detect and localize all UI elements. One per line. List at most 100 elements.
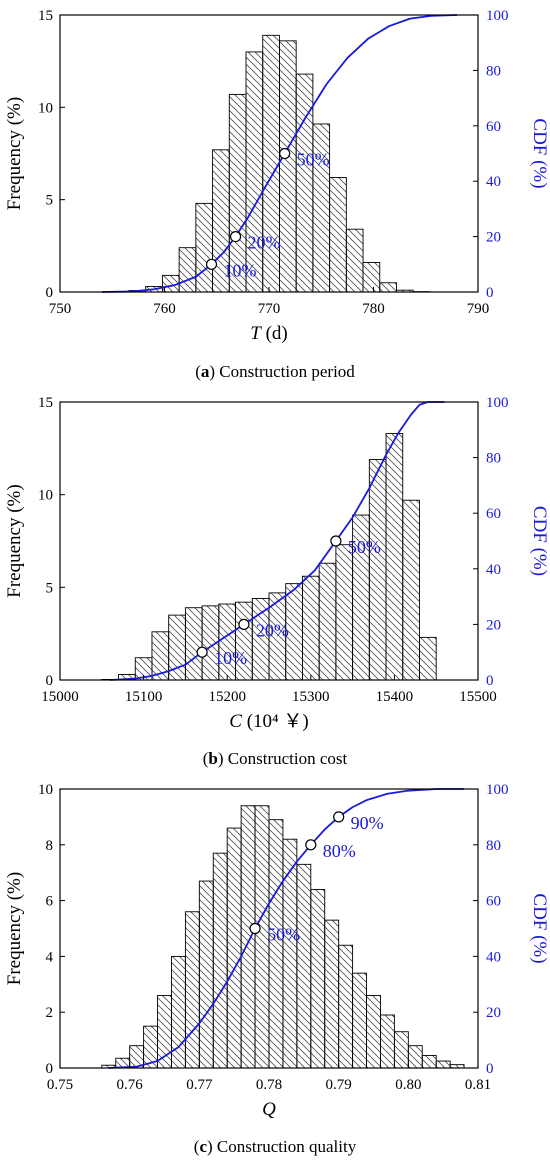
- caption-text: Construction cost: [224, 749, 348, 768]
- chart-panel-c: 50%80%90%0.75 0.76 0.77 0.78 0.79 0.80 0.81024…: [4, 782, 550, 1156]
- y-tick-label: 0: [46, 673, 54, 689]
- y2-tick-label: 60: [486, 119, 501, 135]
- y-tick-label: 5: [46, 580, 54, 596]
- x-tick-label: 760: [153, 301, 176, 317]
- y2-tick-label: 20: [486, 1005, 501, 1021]
- x-tick-label: 0.76: [117, 1077, 144, 1093]
- histogram-bar: [279, 40, 297, 293]
- y2-tick-label: 80: [486, 451, 501, 467]
- y-axis-title: Frequency (%): [4, 872, 25, 985]
- histogram-bar: [421, 1054, 437, 1069]
- histogram-bar: [310, 888, 326, 1069]
- histogram-bar: [262, 34, 280, 293]
- y-axis-title: Frequency (%): [4, 97, 25, 210]
- y-tick-label: 15: [38, 395, 53, 411]
- histogram-bar: [184, 911, 200, 1069]
- histogram-bar: [435, 1060, 451, 1069]
- cdf-marker-label: 20%: [256, 620, 289, 640]
- cdf-marker-label: 50%: [267, 925, 300, 945]
- cdf-marker-label: 80%: [323, 841, 356, 861]
- chart-panel-a: 10%20%50%750 760 770 780 7900510150204060801…: [4, 8, 550, 381]
- histogram-bar: [402, 499, 420, 681]
- caption-letter: b: [208, 749, 217, 768]
- panel-caption: (c) Construction quality: [194, 1137, 357, 1156]
- x-axis-title: T (d): [250, 323, 287, 344]
- y-tick-label: 10: [38, 782, 53, 798]
- x-tick-label: 0.79: [326, 1077, 352, 1093]
- y2-tick-label: 20: [486, 617, 501, 633]
- y2-tick-label: 80: [486, 63, 501, 79]
- cdf-marker: [238, 618, 250, 631]
- cdf-curve: [101, 14, 458, 293]
- y2-tick-label: 40: [486, 174, 501, 190]
- y-tick-label: 6: [46, 894, 54, 910]
- y-tick-label: 10: [38, 100, 53, 116]
- y-tick-label: 0: [46, 285, 54, 301]
- histogram-bars: [111, 34, 431, 293]
- histogram-bar: [362, 262, 381, 293]
- histogram-bar: [379, 282, 397, 293]
- y2-tick-label: 60: [486, 506, 501, 522]
- x-tick-label: 0.80: [395, 1077, 421, 1093]
- x-tick-label: 0.81: [465, 1077, 491, 1093]
- histogram-bar: [329, 177, 347, 293]
- cdf-marker-label: 50%: [348, 537, 381, 557]
- histogram-bar: [178, 247, 197, 293]
- cdf-marker: [279, 147, 291, 160]
- histogram-bar: [218, 603, 237, 681]
- x-axis-title: Q: [262, 1099, 276, 1120]
- cdf-marker: [229, 231, 242, 243]
- x-tick-label: 790: [467, 301, 490, 317]
- y-tick-label: 2: [46, 1005, 54, 1021]
- y2-axis-title: CDF (%): [529, 506, 550, 576]
- cdf-marker: [333, 811, 345, 823]
- x-axis-title: C (10⁴ ￥): [229, 711, 308, 732]
- y2-tick-label: 100: [486, 782, 509, 798]
- x-tick-label: 750: [49, 301, 72, 317]
- y2-tick-label: 80: [486, 838, 501, 854]
- y-axis-title: Frequency (%): [4, 484, 25, 597]
- caption-letter: c: [199, 1137, 207, 1156]
- y-tick-label: 15: [38, 8, 53, 24]
- x-axis-variable: Q: [262, 1099, 276, 1120]
- cdf-marker: [330, 535, 342, 547]
- panel-caption: (a) Construction period: [195, 362, 355, 381]
- cdf-marker-label: 10%: [224, 260, 257, 280]
- histogram-bar: [235, 601, 253, 681]
- plot-frame: [59, 401, 479, 681]
- histogram-bar: [295, 73, 314, 293]
- histogram-bar: [296, 863, 312, 1069]
- histogram-bar: [338, 944, 354, 1069]
- histogram-bar: [282, 838, 298, 1069]
- histogram-bar: [245, 51, 264, 293]
- histogram-bar: [212, 852, 228, 1069]
- x-axis-unit: (d): [261, 323, 288, 344]
- y2-tick-label: 0: [486, 1061, 494, 1077]
- y2-axis-title: CDF (%): [529, 118, 550, 188]
- histogram-bar: [380, 1014, 395, 1069]
- cdf-marker: [305, 839, 317, 851]
- histogram-bar: [301, 575, 320, 681]
- caption-letter: a: [201, 362, 210, 381]
- x-tick-label: 0.75: [47, 1077, 73, 1093]
- y2-tick-label: 40: [486, 562, 501, 578]
- x-tick-label: 780: [362, 301, 385, 317]
- cdf-marker: [249, 922, 261, 935]
- histogram-bar: [198, 880, 214, 1069]
- x-tick-label: 770: [258, 301, 281, 317]
- histogram-bar: [318, 562, 337, 681]
- histogram-bars: [101, 805, 465, 1069]
- y2-tick-label: 0: [486, 673, 494, 689]
- caption-text: Construction quality: [213, 1137, 357, 1156]
- y2-tick-label: 100: [486, 395, 509, 411]
- x-tick-label: 15100: [125, 689, 163, 705]
- histogram-bar: [195, 202, 214, 293]
- histogram-bar: [226, 827, 242, 1069]
- histogram-bar: [407, 1045, 423, 1069]
- y2-tick-label: 40: [486, 949, 501, 965]
- x-tick-label: 15500: [459, 689, 497, 705]
- y-tick-label: 8: [46, 838, 54, 854]
- y2-tick-label: 60: [486, 894, 501, 910]
- histogram-bars: [101, 433, 437, 681]
- y-tick-label: 5: [46, 193, 54, 209]
